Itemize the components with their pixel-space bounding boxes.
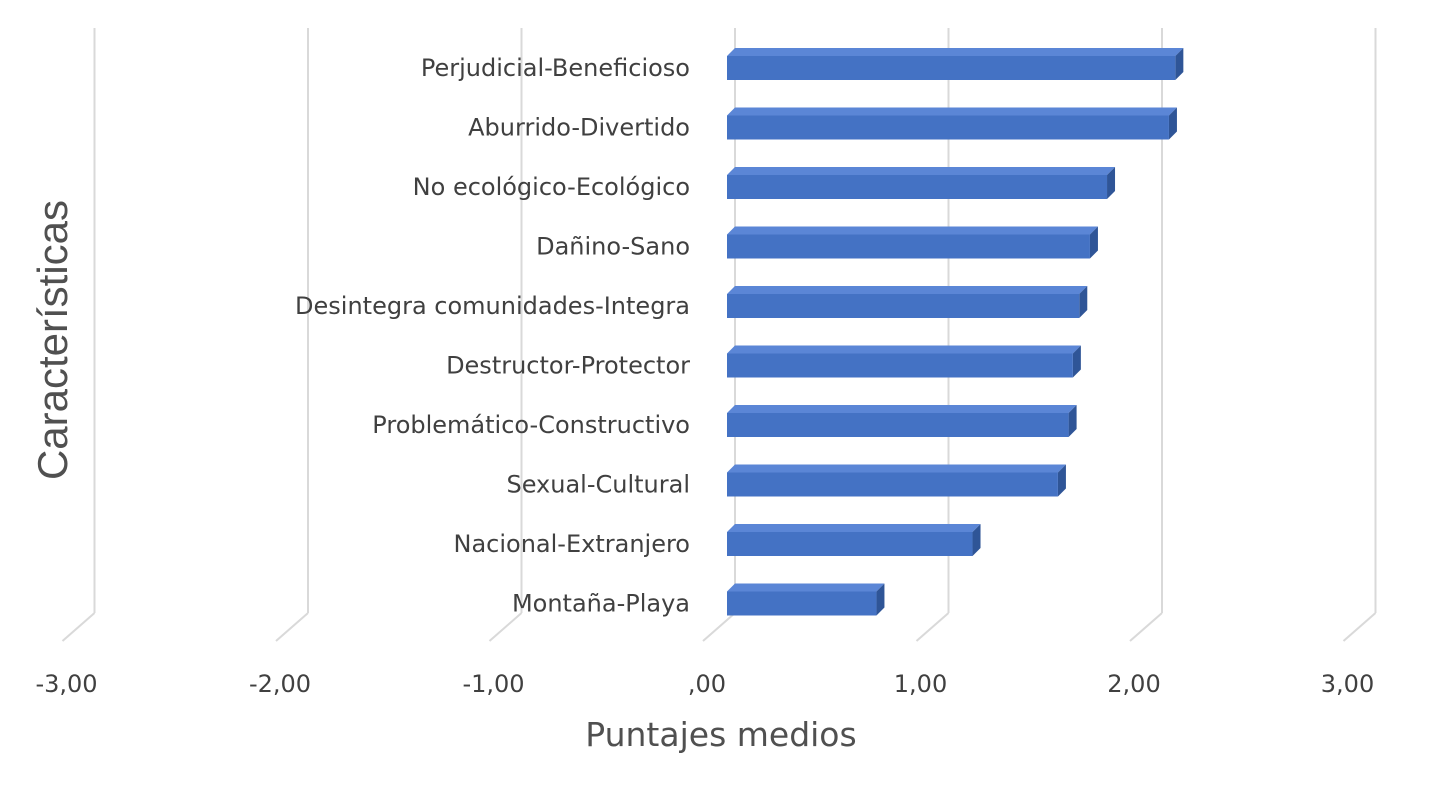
bar <box>727 583 885 616</box>
category-label: Problemático-Constructivo <box>372 411 690 439</box>
bar-side-face <box>1175 48 1184 80</box>
bar-side-face <box>1107 167 1116 199</box>
bar-front-face <box>727 234 1090 259</box>
bar <box>727 464 1066 497</box>
x-tick-label: 2,00 <box>1107 670 1160 698</box>
bar-front-face <box>727 175 1108 199</box>
bar <box>727 286 1088 318</box>
bar <box>727 524 981 556</box>
bar <box>727 167 1116 199</box>
bar-top-face <box>727 583 885 592</box>
category-label: Aburrido-Divertido <box>468 114 690 142</box>
bar-side-face <box>972 524 981 556</box>
bar-front-face <box>727 532 973 556</box>
bar-top-face <box>727 464 1066 473</box>
x-tick-label: ,00 <box>688 670 726 698</box>
bar-front-face <box>727 472 1058 497</box>
gridline-floor <box>61 612 96 642</box>
bar-side-face <box>1089 226 1098 259</box>
bar-front-face <box>727 413 1069 437</box>
bar-top-face <box>727 107 1177 116</box>
bar <box>727 107 1177 140</box>
x-tick-label: 3,00 <box>1321 670 1374 698</box>
gridline-floor <box>1342 612 1377 642</box>
category-label: Perjudicial-Beneficioso <box>421 54 690 82</box>
bar-side-face <box>1068 405 1077 437</box>
bar-side-face <box>1072 345 1081 378</box>
bar-front-face <box>727 591 877 616</box>
gridline-floor <box>1129 612 1163 642</box>
bar-front-face <box>727 56 1176 80</box>
bar-top-face <box>727 345 1081 354</box>
bar <box>727 48 1184 80</box>
x-axis-title: Puntajes medios <box>585 715 856 754</box>
bars <box>727 48 1184 616</box>
bar-side-face <box>1057 464 1066 497</box>
bar-top-face <box>727 167 1116 175</box>
x-tick-label: -1,00 <box>462 670 524 698</box>
gridline-floor <box>275 612 309 642</box>
bar-front-face <box>727 353 1073 378</box>
gridline-floor <box>915 612 950 642</box>
bar <box>727 345 1081 378</box>
bar <box>727 226 1098 259</box>
bar-front-face <box>727 115 1169 140</box>
bar-top-face <box>727 226 1098 235</box>
bar <box>727 405 1077 437</box>
bar-side-face <box>1079 286 1088 318</box>
gridlines <box>61 28 1377 642</box>
x-tick-label: -2,00 <box>249 670 311 698</box>
bar-top-face <box>727 286 1088 294</box>
x-tick-label: 1,00 <box>894 670 947 698</box>
y-axis-title: Características <box>29 200 76 480</box>
bar-front-face <box>727 294 1080 318</box>
bar-side-face <box>876 583 885 616</box>
category-label: Montaña-Playa <box>512 590 690 618</box>
category-label: Destructor-Protector <box>446 352 690 380</box>
category-label: Dañino-Sano <box>536 233 690 261</box>
bar-top-face <box>727 405 1077 413</box>
category-label: Desintegra comunidades-Integra <box>295 292 690 320</box>
x-axis-ticks: -3,00 -2,00 -1,00 ,00 1,00 2,00 3,00 <box>35 670 1374 698</box>
bar-side-face <box>1168 107 1177 140</box>
category-label: Sexual-Cultural <box>506 471 690 499</box>
gridline-floor <box>702 612 736 642</box>
category-label: Nacional-Extranjero <box>454 530 690 558</box>
category-labels: Perjudicial-Beneficioso Aburrido-Divertid… <box>295 54 690 618</box>
bar-top-face <box>727 48 1184 56</box>
gridline-floor <box>488 612 523 642</box>
x-tick-label: -3,00 <box>35 670 97 698</box>
category-label: No ecológico-Ecológico <box>413 173 690 201</box>
bar-top-face <box>727 524 981 532</box>
